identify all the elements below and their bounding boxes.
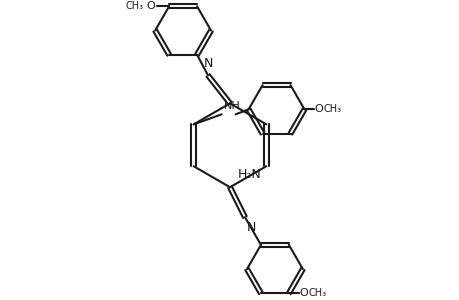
Text: N: N bbox=[203, 57, 212, 70]
Text: O: O bbox=[146, 1, 155, 11]
Text: N: N bbox=[246, 221, 256, 234]
Text: CH₃: CH₃ bbox=[323, 104, 341, 114]
Text: CH₃: CH₃ bbox=[125, 1, 143, 11]
Text: H₂N: H₂N bbox=[237, 168, 261, 181]
Text: O: O bbox=[299, 288, 308, 298]
Text: CH₃: CH₃ bbox=[308, 288, 326, 298]
Text: NH: NH bbox=[223, 101, 240, 111]
Text: O: O bbox=[314, 104, 323, 114]
